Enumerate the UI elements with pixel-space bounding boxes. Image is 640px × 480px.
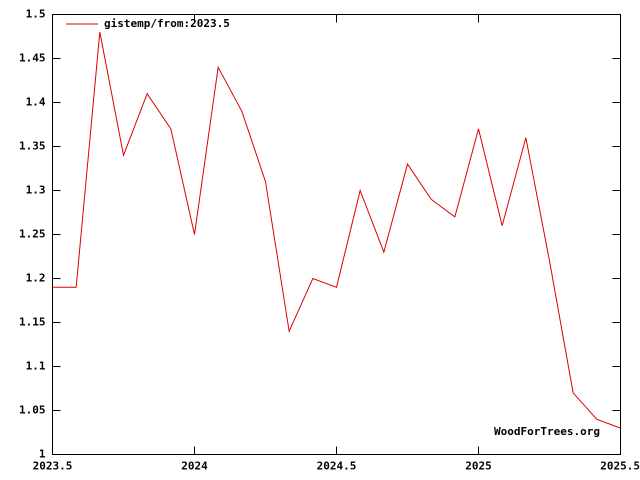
y-tick-label: 1.2	[26, 272, 46, 285]
plot-frame	[52, 14, 621, 455]
y-tick-label: 1.1	[26, 360, 46, 373]
x-tick-label: 2024	[181, 460, 208, 473]
y-tick-label: 1	[39, 448, 46, 461]
x-tick-label: 2025.5	[600, 460, 640, 473]
y-tick-label: 1.5	[26, 8, 46, 21]
annotation: WoodForTrees.org	[494, 425, 600, 438]
x-tick-label: 2025	[465, 460, 492, 473]
y-tick-label: 1.4	[26, 96, 46, 109]
data-line	[52, 32, 621, 429]
y-tick-label: 1.05	[19, 404, 46, 417]
y-tick-label: 1.35	[19, 140, 46, 153]
x-tick-label: 2023.5	[33, 460, 73, 473]
y-tick-label: 1.15	[19, 316, 46, 329]
legend-label: gistemp/from:2023.5	[104, 17, 230, 30]
x-tick-label: 2024.5	[317, 460, 357, 473]
y-tick-label: 1.3	[26, 184, 46, 197]
y-tick-label: 1.45	[19, 52, 46, 65]
y-tick-label: 1.25	[19, 228, 46, 241]
